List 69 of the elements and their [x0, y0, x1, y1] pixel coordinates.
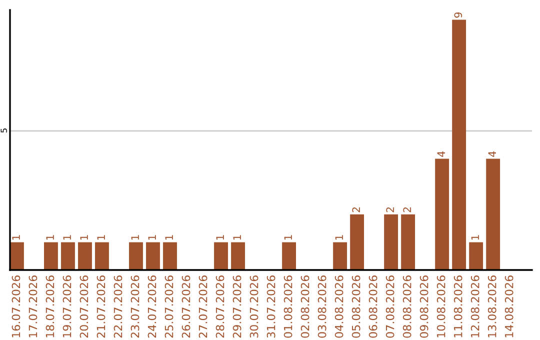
x-tick-label: 31.07.2026 — [266, 276, 276, 338]
bar — [452, 20, 466, 270]
data-label: 1 — [471, 235, 479, 240]
x-tick-label: 10.08.2026 — [436, 276, 446, 338]
y-tick-label: 5 — [0, 128, 7, 132]
bar — [435, 158, 450, 270]
x-tick-label: 07.08.2026 — [386, 276, 394, 338]
x-tick-label: 03.08.2026 — [318, 276, 326, 338]
x-tick-label: 19.07.2026 — [62, 276, 72, 338]
x-tick-label: 18.07.2026 — [46, 276, 54, 338]
bar — [384, 214, 398, 270]
x-tick-label: 29.07.2026 — [232, 276, 242, 338]
x-tick-label: 13.08.2026 — [488, 276, 496, 338]
x-tick-label: 11.08.2026 — [454, 276, 462, 338]
bar — [469, 242, 484, 270]
x-tick-label: 26.07.2026 — [182, 276, 190, 338]
x-tick-label: 23.07.2026 — [130, 276, 140, 338]
data-label: 4 — [488, 151, 496, 157]
x-tick-label: 06.08.2026 — [368, 276, 378, 338]
data-label: 4 — [437, 151, 445, 157]
x-tick-label: 04.08.2026 — [334, 276, 344, 338]
data-label: 9 — [454, 12, 462, 18]
data-label: 1 — [80, 235, 88, 240]
bar — [78, 242, 92, 270]
x-tick-label: 21.07.2026 — [96, 276, 106, 338]
x-tick-label: 28.07.2026 — [216, 276, 224, 338]
x-tick-label: 17.07.2026 — [28, 276, 38, 338]
x-tick-label: 12.08.2026 — [470, 276, 480, 338]
data-label: 1 — [12, 235, 20, 240]
x-tick-label: 22.07.2026 — [114, 276, 122, 338]
x-tick-label: 08.08.2026 — [402, 276, 412, 338]
data-label: 1 — [335, 235, 343, 240]
x-tick-label: 14.08.2026 — [504, 276, 514, 338]
bar — [95, 242, 109, 270]
x-tick-label: 27.07.2026 — [198, 276, 208, 338]
bar — [129, 242, 143, 270]
data-label: 1 — [148, 235, 156, 240]
bar — [10, 242, 24, 270]
data-label: 2 — [352, 207, 360, 212]
bar — [214, 242, 228, 270]
bar — [146, 242, 160, 270]
x-tick-label: 25.07.2026 — [164, 276, 174, 338]
x-tick-label: 05.08.2026 — [352, 276, 360, 338]
data-label: 1 — [131, 235, 139, 240]
data-label: 1 — [284, 235, 292, 240]
x-tick-label: 24.07.2026 — [148, 276, 156, 338]
bar — [61, 242, 75, 270]
data-label: 2 — [403, 207, 411, 212]
data-label: 2 — [386, 207, 394, 212]
bar — [231, 242, 245, 270]
x-tick-label: 30.07.2026 — [250, 276, 258, 338]
bar — [282, 242, 296, 270]
data-label: 1 — [97, 235, 105, 240]
bar — [486, 158, 500, 270]
x-tick-label: 02.08.2026 — [300, 276, 310, 338]
x-tick-label: 20.07.2026 — [80, 276, 88, 338]
x-tick-label: 01.08.2026 — [284, 276, 292, 338]
data-label: 1 — [165, 235, 173, 240]
bar — [401, 214, 416, 270]
data-label: 1 — [46, 235, 54, 240]
data-label: 1 — [63, 235, 71, 240]
bar — [333, 242, 348, 270]
x-tick-label: 09.08.2026 — [420, 276, 428, 338]
bar — [163, 242, 177, 270]
bar — [350, 214, 364, 270]
x-tick-label: 16.07.2026 — [12, 276, 20, 338]
bar — [44, 242, 58, 270]
data-label: 1 — [233, 235, 241, 240]
data-label: 1 — [216, 235, 224, 240]
